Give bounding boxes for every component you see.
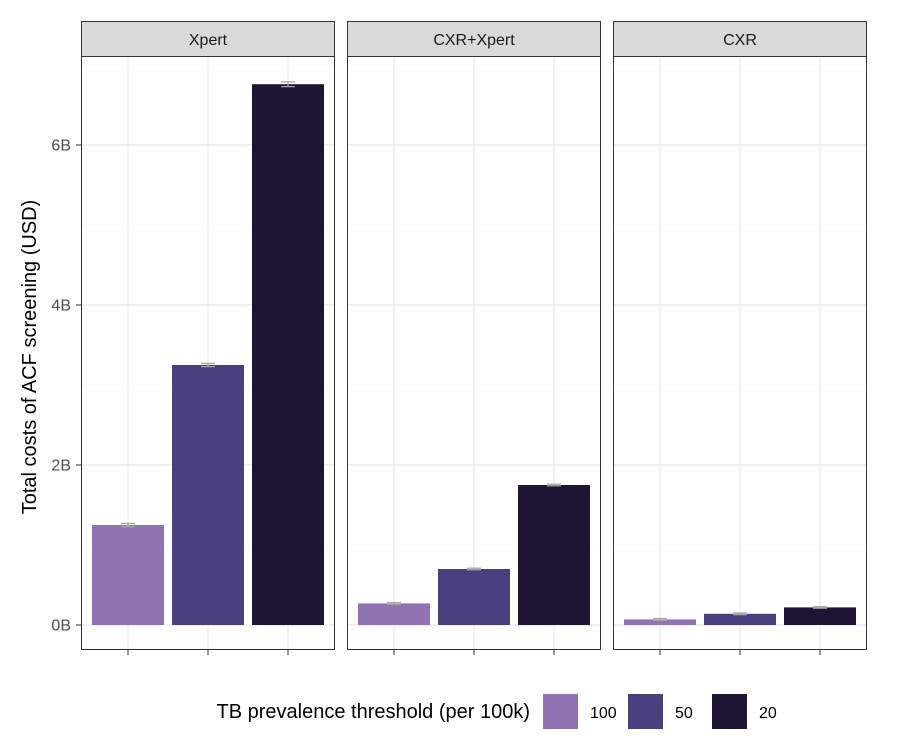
bar	[92, 525, 164, 625]
facet-strip-label: CXR	[723, 32, 757, 49]
legend-item: 20	[712, 694, 777, 729]
bar	[438, 569, 510, 625]
bar	[518, 485, 590, 625]
bar	[172, 365, 244, 625]
bar	[624, 619, 696, 625]
y-tick-label: 0B	[51, 618, 71, 635]
facet-strip	[347, 21, 601, 57]
error-bar	[387, 601, 401, 605]
legend-label: 50	[675, 705, 693, 722]
bar	[358, 603, 430, 625]
facet-panel-0: Xpert	[81, 21, 335, 655]
facet-strip-label: Xpert	[189, 32, 228, 49]
error-bar	[467, 567, 481, 571]
y-axis: 0B 2B 4B 6B	[51, 138, 81, 635]
error-bar	[121, 522, 135, 528]
facet-strip	[613, 21, 867, 57]
facet-panel-2: CXR	[613, 21, 867, 655]
error-bar	[653, 617, 667, 621]
legend-key	[712, 694, 747, 729]
legend-label: 100	[590, 705, 617, 722]
legend-title: TB prevalence threshold (per 100k)	[217, 701, 531, 723]
facet-panel-1: CXR+Xpert	[347, 21, 601, 655]
legend-label: 20	[759, 705, 777, 722]
error-bar	[281, 81, 295, 88]
facet-strip	[81, 21, 335, 57]
legend-key	[543, 694, 578, 729]
y-axis-title: Total costs of ACF screening (USD)	[19, 200, 41, 515]
legend-key	[628, 694, 663, 729]
error-bar	[813, 605, 827, 609]
legend-item: 50	[628, 694, 693, 729]
legend-item: 100	[543, 694, 617, 729]
bar	[704, 613, 776, 625]
legend: TB prevalence threshold (per 100k) 100 50…	[217, 694, 777, 729]
error-bar	[733, 612, 747, 616]
y-tick-label: 2B	[51, 458, 71, 475]
facet-strip-label: CXR+Xpert	[433, 32, 515, 49]
error-bar	[201, 362, 215, 368]
bar	[252, 84, 324, 625]
panels-layer: Xpert CXR+Xpert CXR	[81, 21, 867, 655]
bar	[784, 607, 856, 625]
y-tick-label: 6B	[51, 138, 71, 155]
error-bar	[547, 483, 561, 487]
y-tick-label: 4B	[51, 298, 71, 315]
